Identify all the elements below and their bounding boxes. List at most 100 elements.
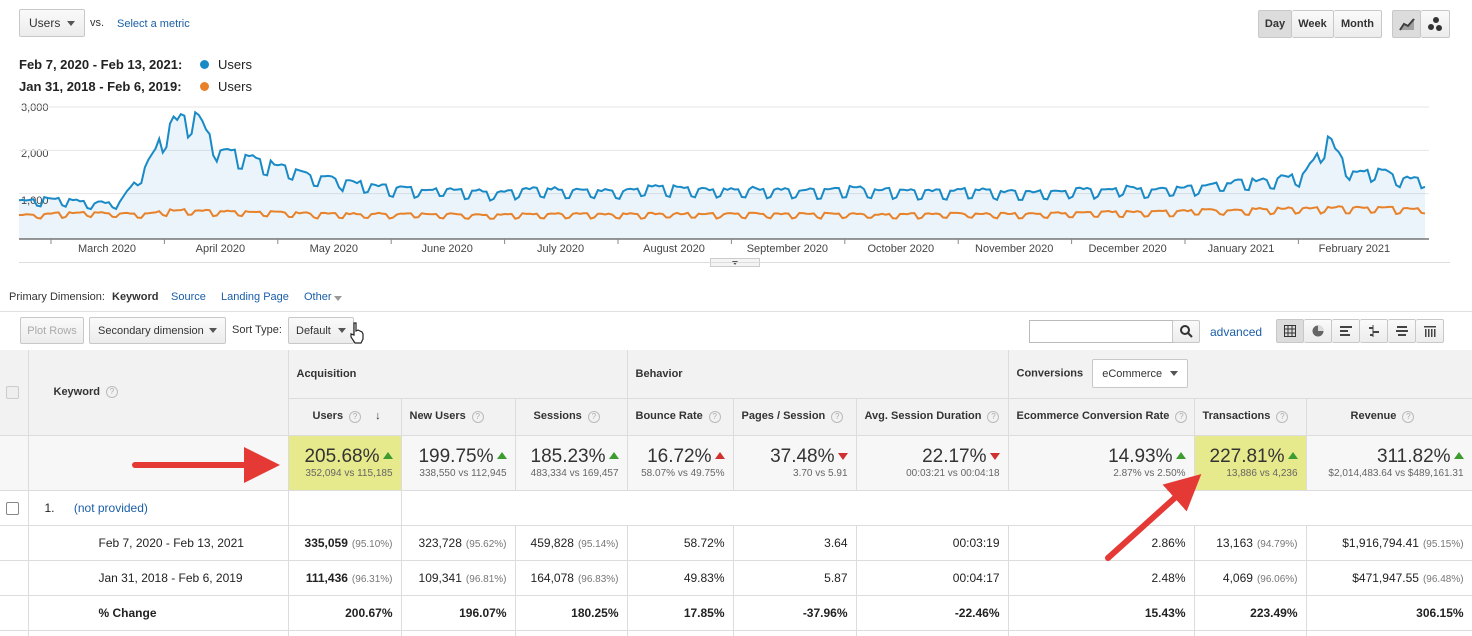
summary-value: 37.48% [770,445,835,467]
secondary-dimension-select[interactable]: Secondary dimension [89,317,226,344]
term-cloud-view-button[interactable] [1388,319,1416,343]
percentage-view-button[interactable] [1304,319,1332,343]
tab-other[interactable]: Other [304,291,332,303]
col-header-new-users[interactable]: New Users? [401,398,516,436]
summary-value: 199.75% [418,445,494,467]
legend-current: Feb 7, 2020 - Feb 13, 2021: Users [19,57,252,72]
col-header-bounce-rate[interactable]: Bounce Rate? [627,398,734,436]
summary-cell: 185.23% 483,334 vs 169,457 [515,435,628,491]
select-all-cell [0,350,29,436]
col-header-avg-session-duration[interactable]: Avg. Session Duration? [856,398,1009,436]
x-tick-label: April 2020 [195,243,246,255]
cell-value: 4,069 [1222,570,1253,585]
view-toggle-group [1276,319,1444,343]
legend-previous-dot [200,82,209,91]
plot-rows-button[interactable]: Plot Rows [20,317,84,344]
search-button[interactable] [1172,320,1200,343]
conversions-select-value: eCommerce [1102,367,1163,380]
metric-select-label: Users [29,16,61,30]
help-icon: ? [587,410,600,423]
table-cell: 00:04:17 [856,560,1009,596]
arrow-up-green-icon [608,451,619,459]
row-blank-cell [0,525,29,561]
month-button[interactable]: Month [1334,10,1382,38]
search-input[interactable] [1029,320,1173,343]
table-cell: -37.96% [733,595,857,631]
cell-percent: (95.10%) [351,538,393,550]
col-header-ecommerce-conversion-rate[interactable]: Ecommerce Conversion Rate? [1008,398,1195,436]
comparison-view-button[interactable] [1360,319,1388,343]
table-cell: 17.85% [627,595,734,631]
keyword-header[interactable]: Keyword? [28,350,289,436]
performance-view-button[interactable] [1332,319,1360,343]
bar-chart-icon [1339,326,1352,336]
col-header-label: Sessions [533,410,582,423]
summary-value: 227.81% [1209,445,1285,467]
primary-dimension-label: Primary Dimension: [9,291,105,303]
cell-value: 223.49% [1250,605,1298,620]
arrow-up-green-icon [1287,451,1298,459]
col-header-users[interactable]: Users? ↓ [288,398,402,436]
row-label: Jan 31, 2018 - Feb 6, 2019 [28,560,289,596]
series-line-current [18,110,1426,211]
cell-value: 323,728 [418,535,462,550]
acquisition-group-header: Acquisition [288,350,628,399]
motion-chart-button[interactable] [1421,10,1450,38]
pivot-view-button[interactable] [1416,319,1444,343]
summary-comparison: 00:03:21 vs 00:04:18 [906,467,1000,479]
col-header-revenue[interactable]: Revenue? [1306,398,1472,436]
col-header-transactions[interactable]: Transactions? [1194,398,1307,436]
summary-cell: 199.75% 338,550 vs 112,945 [401,435,516,491]
col-header-pages-session[interactable]: Pages / Session? [733,398,857,436]
table-cell: 323,728 (95.62%) [401,525,516,561]
cell-value: 109,341 [418,570,462,585]
summary-value: 185.23% [530,445,606,467]
help-icon: ? [349,410,362,423]
table-cell: 306.15% [1306,595,1472,631]
sort-type-value: Default [296,324,331,337]
row-checkbox[interactable] [6,501,19,515]
chevron-down-icon [334,296,342,301]
line-chart-button[interactable] [1392,10,1421,38]
cell-value: 200.67% [345,605,393,620]
pie-chart-icon [1312,325,1323,337]
table-row-spacer [0,630,1472,636]
cell-value: $471,947.55 [1352,570,1419,585]
table-cell: 111,436 (96.31%) [288,560,402,596]
help-icon: ? [831,410,844,423]
data-view-button[interactable] [1276,319,1304,343]
sort-type-label: Sort Type: [232,324,282,336]
tab-source[interactable]: Source [171,291,206,303]
row-checkbox-cell [0,490,29,526]
table-cell: $1,916,794.41 (95.15%) [1306,525,1472,561]
table-row-keyword[interactable]: 1. (not provided) [0,490,1472,526]
legend-previous: Jan 31, 2018 - Feb 6, 2019: Users [19,79,252,94]
arrow-down-red-icon [989,452,1000,460]
week-button[interactable]: Week [1292,10,1334,38]
series-line-previous [19,205,1426,220]
col-header-sessions[interactable]: Sessions? [515,398,628,436]
tab-keyword[interactable]: Keyword [112,291,159,303]
x-tick-label: August 2020 [643,243,705,255]
select-metric-link[interactable]: Select a metric [117,18,190,30]
cell-value: 5.87 [824,570,848,585]
col-header-label: Pages / Session [741,410,826,423]
help-icon: ? [1175,410,1188,423]
select-all-checkbox[interactable] [6,385,19,399]
tab-landing-page[interactable]: Landing Page [221,291,289,303]
cell-value: 58.72% [683,535,725,550]
keyword-link[interactable]: (not provided) [73,500,148,515]
conversions-goal-select[interactable]: eCommerce [1092,359,1189,389]
search-icon [1179,325,1193,338]
cell-value: 335,059 [304,535,348,550]
blank-cell [288,490,402,526]
sort-type-select[interactable]: Default [288,317,354,344]
chevron-down-icon [67,20,75,26]
help-icon: ? [105,386,118,399]
cell-percent: (96.81%) [465,573,507,585]
table-row-previous-period: Jan 31, 2018 - Feb 6, 2019 111,436 (96.31%… [0,560,1472,596]
y-tick-label: 3,000 [21,102,49,114]
metric-select[interactable]: Users [19,9,85,37]
day-button[interactable]: Day [1258,10,1292,38]
advanced-link[interactable]: advanced [1210,325,1263,339]
